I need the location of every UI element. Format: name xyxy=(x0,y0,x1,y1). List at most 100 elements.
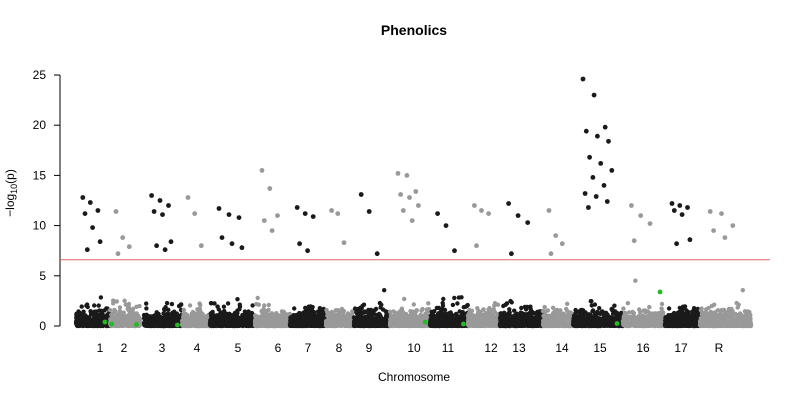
snp-point xyxy=(369,315,374,320)
snp-point xyxy=(255,295,260,301)
snp-point xyxy=(402,296,407,302)
snp-point xyxy=(167,315,172,321)
snp-point xyxy=(210,321,215,326)
snp-point xyxy=(152,313,157,318)
snp-point xyxy=(202,323,207,328)
snp-point xyxy=(235,297,240,302)
snp-point xyxy=(98,295,104,300)
snp-point xyxy=(320,314,325,319)
snp-point xyxy=(126,307,131,313)
y-tick-label: 20 xyxy=(33,118,47,132)
snp-point xyxy=(380,307,386,312)
snp-point xyxy=(144,301,149,306)
snp-point xyxy=(395,323,400,328)
snp-point xyxy=(330,321,336,326)
snp-point xyxy=(325,319,331,325)
snp-point xyxy=(319,320,325,325)
snp-point xyxy=(164,300,170,306)
snp-point xyxy=(93,319,99,325)
snp-point xyxy=(198,303,203,308)
snp-point xyxy=(180,321,185,326)
snp-point xyxy=(190,316,195,321)
snp-point xyxy=(263,318,268,323)
snp-point xyxy=(144,306,149,311)
snp-point xyxy=(282,321,287,327)
y-axis-label: −log10(p) xyxy=(3,169,19,217)
snp-point xyxy=(247,317,253,322)
snp-point xyxy=(202,317,207,322)
snp-point xyxy=(79,304,84,309)
snp-point xyxy=(404,318,409,323)
snp-point xyxy=(231,315,237,320)
snp-point xyxy=(272,312,277,317)
snp-point xyxy=(306,305,311,311)
snp-point xyxy=(122,319,127,324)
snp-point xyxy=(87,317,93,322)
snp-point xyxy=(302,322,308,327)
snp-point xyxy=(111,310,117,315)
snp-point xyxy=(98,323,103,328)
snp-point xyxy=(372,307,378,313)
snp-point xyxy=(74,315,79,320)
snp-point xyxy=(116,322,122,328)
snp-point xyxy=(215,304,220,309)
snp-point xyxy=(358,320,363,325)
snp-point xyxy=(411,315,417,320)
snp-point xyxy=(113,319,119,324)
y-tick-label: 15 xyxy=(33,168,47,182)
y-tick-label: 5 xyxy=(39,269,46,283)
snp-point xyxy=(409,311,414,316)
snp-point xyxy=(84,316,89,322)
snp-point xyxy=(123,302,128,307)
snp-point xyxy=(407,320,413,326)
snp-point xyxy=(289,322,294,327)
snp-point xyxy=(118,311,124,316)
snp-point xyxy=(382,288,387,293)
snp-point xyxy=(148,321,153,327)
snp-point xyxy=(266,302,271,308)
snp-point xyxy=(184,323,189,328)
snp-point xyxy=(341,308,347,314)
snp-point xyxy=(89,321,94,326)
snp-point xyxy=(222,311,227,316)
snp-point xyxy=(366,307,371,313)
snp-point xyxy=(336,322,342,327)
snp-point xyxy=(80,323,86,329)
snp-point xyxy=(256,323,262,328)
snp-point xyxy=(166,307,171,312)
snp-point xyxy=(111,298,116,303)
snp-point xyxy=(224,319,230,324)
snp-point xyxy=(84,302,90,307)
snp-point xyxy=(245,322,250,327)
snp-point xyxy=(169,301,175,307)
snp-point xyxy=(142,320,147,325)
snp-point xyxy=(359,306,364,311)
snp-point xyxy=(246,309,251,315)
snp-point xyxy=(279,316,285,321)
data-points xyxy=(73,278,754,329)
snp-point xyxy=(237,315,242,321)
snp-point xyxy=(144,312,149,317)
snp-point xyxy=(261,306,266,312)
snp-point xyxy=(351,315,357,320)
snp-point xyxy=(225,301,231,306)
snp-point xyxy=(370,323,375,328)
snp-point xyxy=(292,306,297,311)
snp-point xyxy=(411,302,416,307)
snp-point xyxy=(319,307,324,313)
snp-point xyxy=(97,308,102,313)
snp-point xyxy=(237,302,242,307)
snp-point xyxy=(399,306,405,311)
snp-point xyxy=(107,307,113,313)
snp-point xyxy=(340,320,345,325)
snp-point xyxy=(307,322,312,327)
snp-point xyxy=(181,307,186,313)
snp-point xyxy=(226,314,232,320)
snp-point xyxy=(104,306,109,311)
snp-point xyxy=(422,315,427,321)
snp-point xyxy=(419,308,424,313)
snp-point xyxy=(176,303,182,309)
snp-point xyxy=(256,302,261,307)
snp-point xyxy=(74,311,79,316)
